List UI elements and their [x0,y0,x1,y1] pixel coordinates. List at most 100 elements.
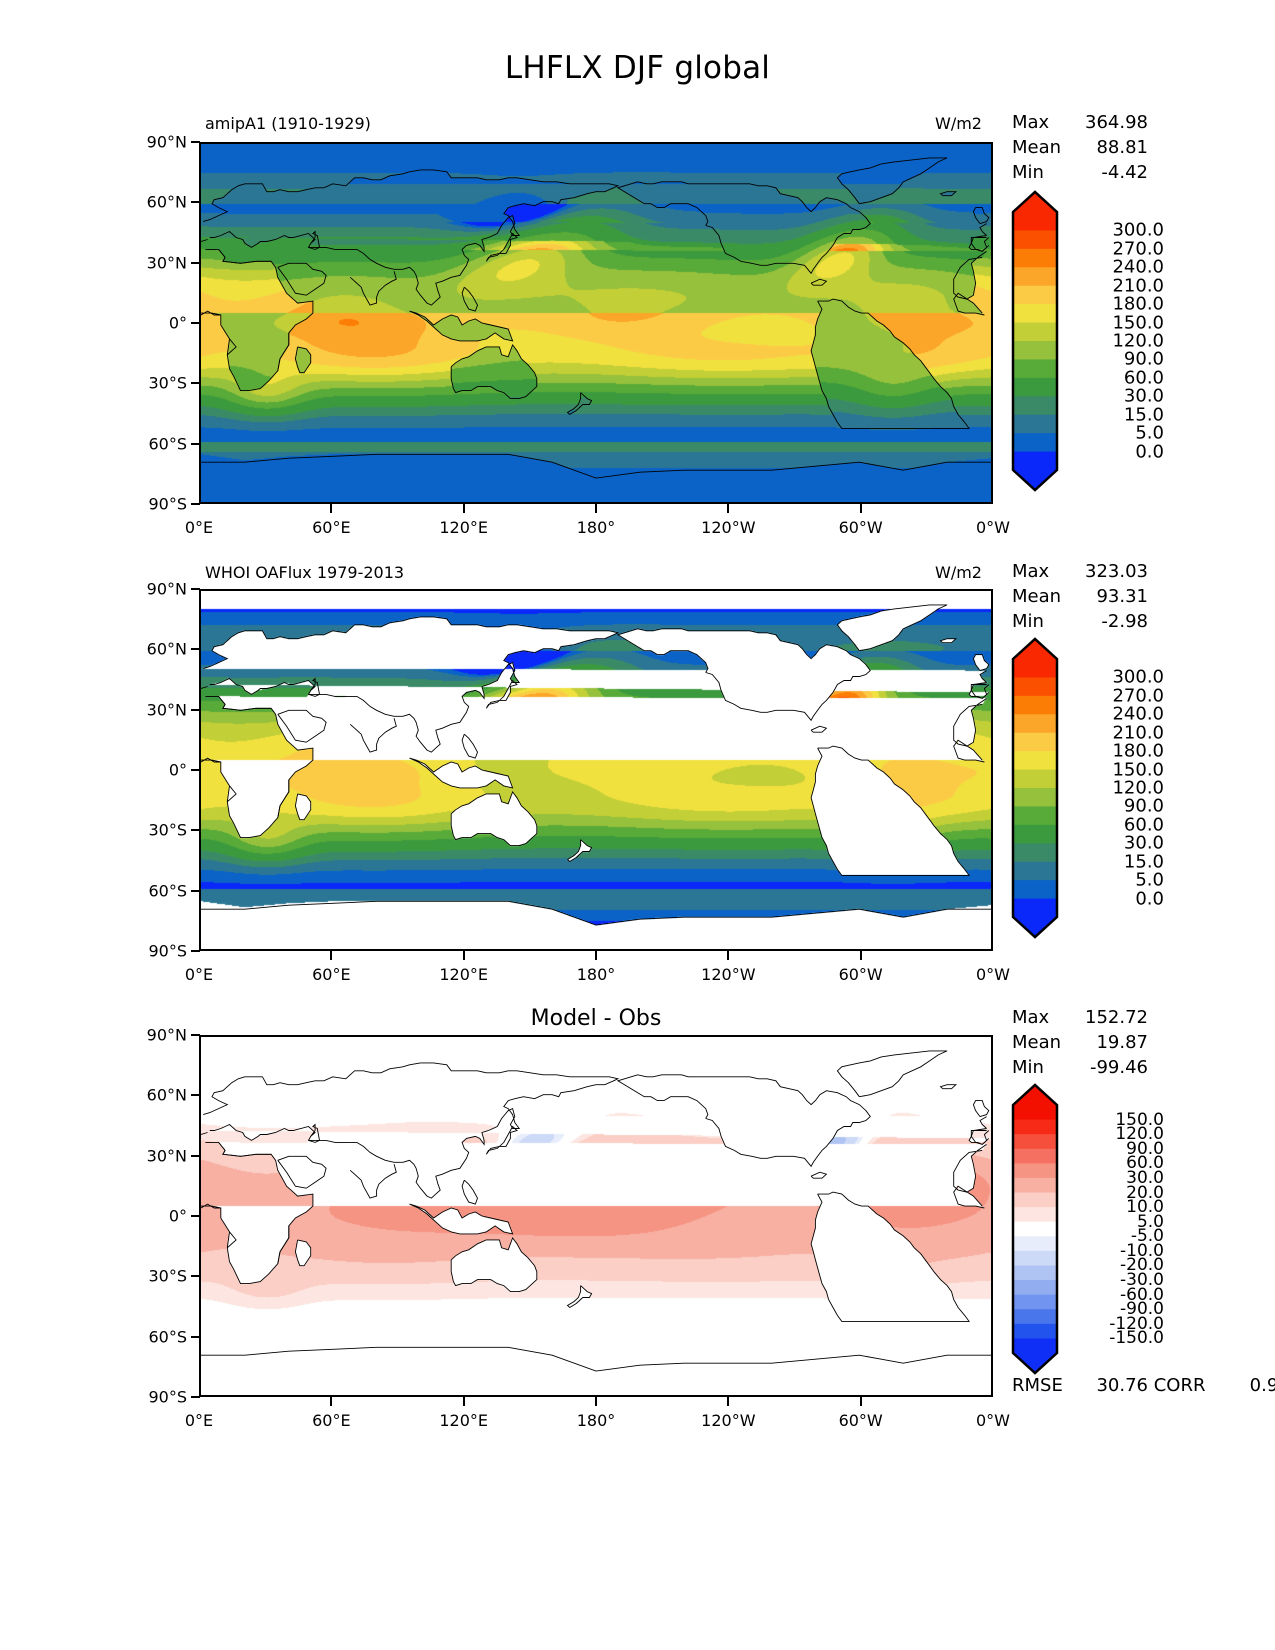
stat-max-label: Max [1012,1007,1050,1028]
panel-difference-stats: Max 152.72 Mean 19.87 Min -99.46 [1012,1005,1148,1080]
x-axis-label: 0°E [184,965,214,984]
stat-min-value: -4.42 [1101,162,1148,183]
colorbar-tick-label: -120.0 [1109,1313,1164,1334]
y-axis-label: 90°N [146,1025,187,1045]
y-tick-mark [191,1396,200,1398]
colorbar-tick-label: 180.0 [1112,740,1164,762]
x-tick-mark [462,1397,465,1406]
x-axis-label: 0°E [184,1411,214,1430]
colorbar-difference: 150.0 120.0 90.0 60.0 30.0 20.0 10.0 5.0 -5.0 -10… [1011,1083,1181,1375]
colorbar-tick-label: 30.0 [1126,1167,1164,1188]
y-axis-label: 90°N [146,132,187,152]
colorbar-tick-label: -5.0 [1130,1226,1164,1247]
x-axis-label: 120°W [701,518,756,537]
x-axis-label: 60°E [312,1411,351,1430]
x-tick-mark [330,951,333,960]
colorbar-tick-label: 150.0 [1112,759,1164,781]
y-tick-mark [191,588,200,590]
stat-min-label: Min [1012,162,1044,183]
panel-obs-stats: Max 323.03 Mean 93.31 Min -2.98 [1012,559,1148,634]
x-tick-mark [330,504,333,513]
colorbar-tick-label: 270.0 [1112,685,1164,707]
colorbar-flux-obs: 300.0 270.0 240.0 210.0 180.0 150.0 120.0 90.0 6… [1011,637,1181,939]
stat-corr-value: 0.94 [1249,1375,1275,1396]
x-tick-mark [462,504,465,513]
colorbar-tick-label: 90.0 [1123,348,1164,370]
y-axis-label: 30°S [148,373,187,393]
stat-mean-label: Mean [1012,1032,1062,1053]
map1-coastlines [201,157,991,479]
y-axis-label: 90°S [148,941,187,961]
colorbar-tick-label: 60.0 [1126,1153,1164,1174]
colorbar-tick-label: 5.0 [1136,1211,1164,1232]
stat-max-label: Max [1012,561,1050,582]
x-axis-label: 0°E [184,518,214,537]
y-tick-mark [191,503,200,505]
colorbar-tick-label: 240.0 [1112,256,1164,278]
y-axis-label: 60°N [146,639,187,659]
y-tick-mark [191,1154,200,1157]
y-tick-mark [191,1275,200,1278]
y-tick-mark [191,442,200,445]
panel-obs-units: W/m2 [935,563,982,582]
panel-model-stats: Max 364.98 Mean 88.81 Min -4.42 [1012,110,1148,185]
colorbar-tick-label: 120.0 [1112,777,1164,799]
y-tick-mark [191,1335,200,1338]
x-tick-mark [859,504,862,513]
y-tick-mark [191,1034,200,1036]
colorbar-tick-label: 15.0 [1123,851,1164,873]
stat-min-value: -99.46 [1089,1057,1148,1078]
colorbar-tick-label: 90.0 [1126,1138,1164,1159]
panel-model-units: W/m2 [935,114,982,133]
map-model [199,142,993,504]
panel-difference-footer-stats: RMSE 30.76 CORR 0.94 [1012,1373,1275,1398]
colorbar-tick-label: 150.0 [1112,312,1164,334]
y-tick-mark [191,889,200,892]
x-tick-mark [595,1397,597,1406]
y-axis-label: 60°S [148,881,187,901]
x-axis-label: 0°W [976,1411,1010,1430]
figure-title: LHFLX DJF global [504,50,771,86]
stat-mean-value: 19.87 [1096,1032,1148,1053]
colorbar-tick-label: 300.0 [1112,219,1164,241]
x-axis-label: 0°W [976,965,1010,984]
x-axis-label: 60°W [838,965,883,984]
y-axis-label: 90°S [148,1387,187,1407]
y-axis-label: 90°S [148,494,187,514]
colorbar-tick-label: 90.0 [1123,795,1164,817]
x-tick-mark [859,1397,862,1406]
x-axis-label: 60°W [838,518,883,537]
x-tick-mark [727,504,730,513]
x-tick-mark [859,951,862,960]
y-tick-mark [191,648,200,651]
stat-mean-value: 93.31 [1096,586,1148,607]
stat-rmse-label: RMSE [1012,1375,1063,1396]
y-tick-mark [191,769,200,771]
colorbar-tick-label: 120.0 [1112,330,1164,352]
map3-coastlines [201,1050,991,1372]
x-axis-label: 120°W [701,965,756,984]
panel-difference-title: Model - Obs [530,1006,662,1031]
y-axis-label: 30°N [146,700,187,720]
colorbar-tick-label: 300.0 [1112,666,1164,688]
colorbar-flux-obs-swatches [1011,637,1059,939]
panel-obs-header-left: WHOI OAFlux 1979-2013 [205,563,405,582]
x-axis-label: 60°E [312,518,351,537]
y-axis-label: 60°N [146,192,187,212]
colorbar-flux-model: 300.0 270.0 240.0 210.0 180.0 150.0 120.0 90.0 6… [1011,190,1181,492]
x-axis-label: 60°E [312,965,351,984]
x-tick-mark [462,951,465,960]
y-axis-label: 30°N [146,253,187,273]
x-axis-label: 60°W [838,1411,883,1430]
map2-coastlines [201,604,991,926]
x-tick-mark [330,1397,333,1406]
y-tick-mark [191,261,200,264]
colorbar-tick-label: 120.0 [1115,1124,1164,1145]
x-tick-mark [595,951,597,960]
colorbar-tick-label: -90.0 [1120,1299,1164,1320]
x-tick-mark [595,504,597,513]
colorbar-tick-label: -30.0 [1120,1270,1164,1291]
x-axis-label: 180° [576,1411,616,1430]
y-tick-mark [191,141,200,143]
x-tick-mark [727,1397,730,1406]
